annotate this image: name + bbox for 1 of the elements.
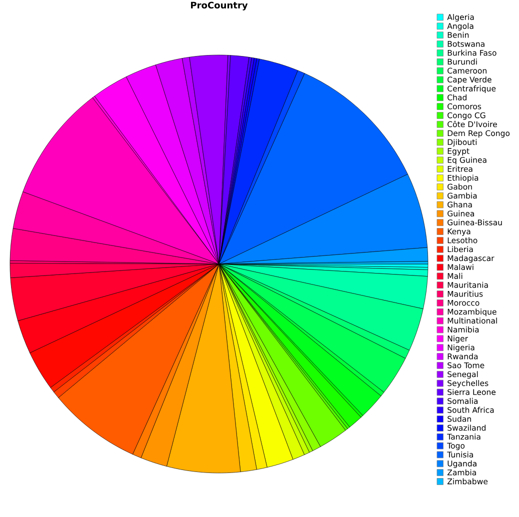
chart-title: ProCountry [191, 2, 248, 10]
